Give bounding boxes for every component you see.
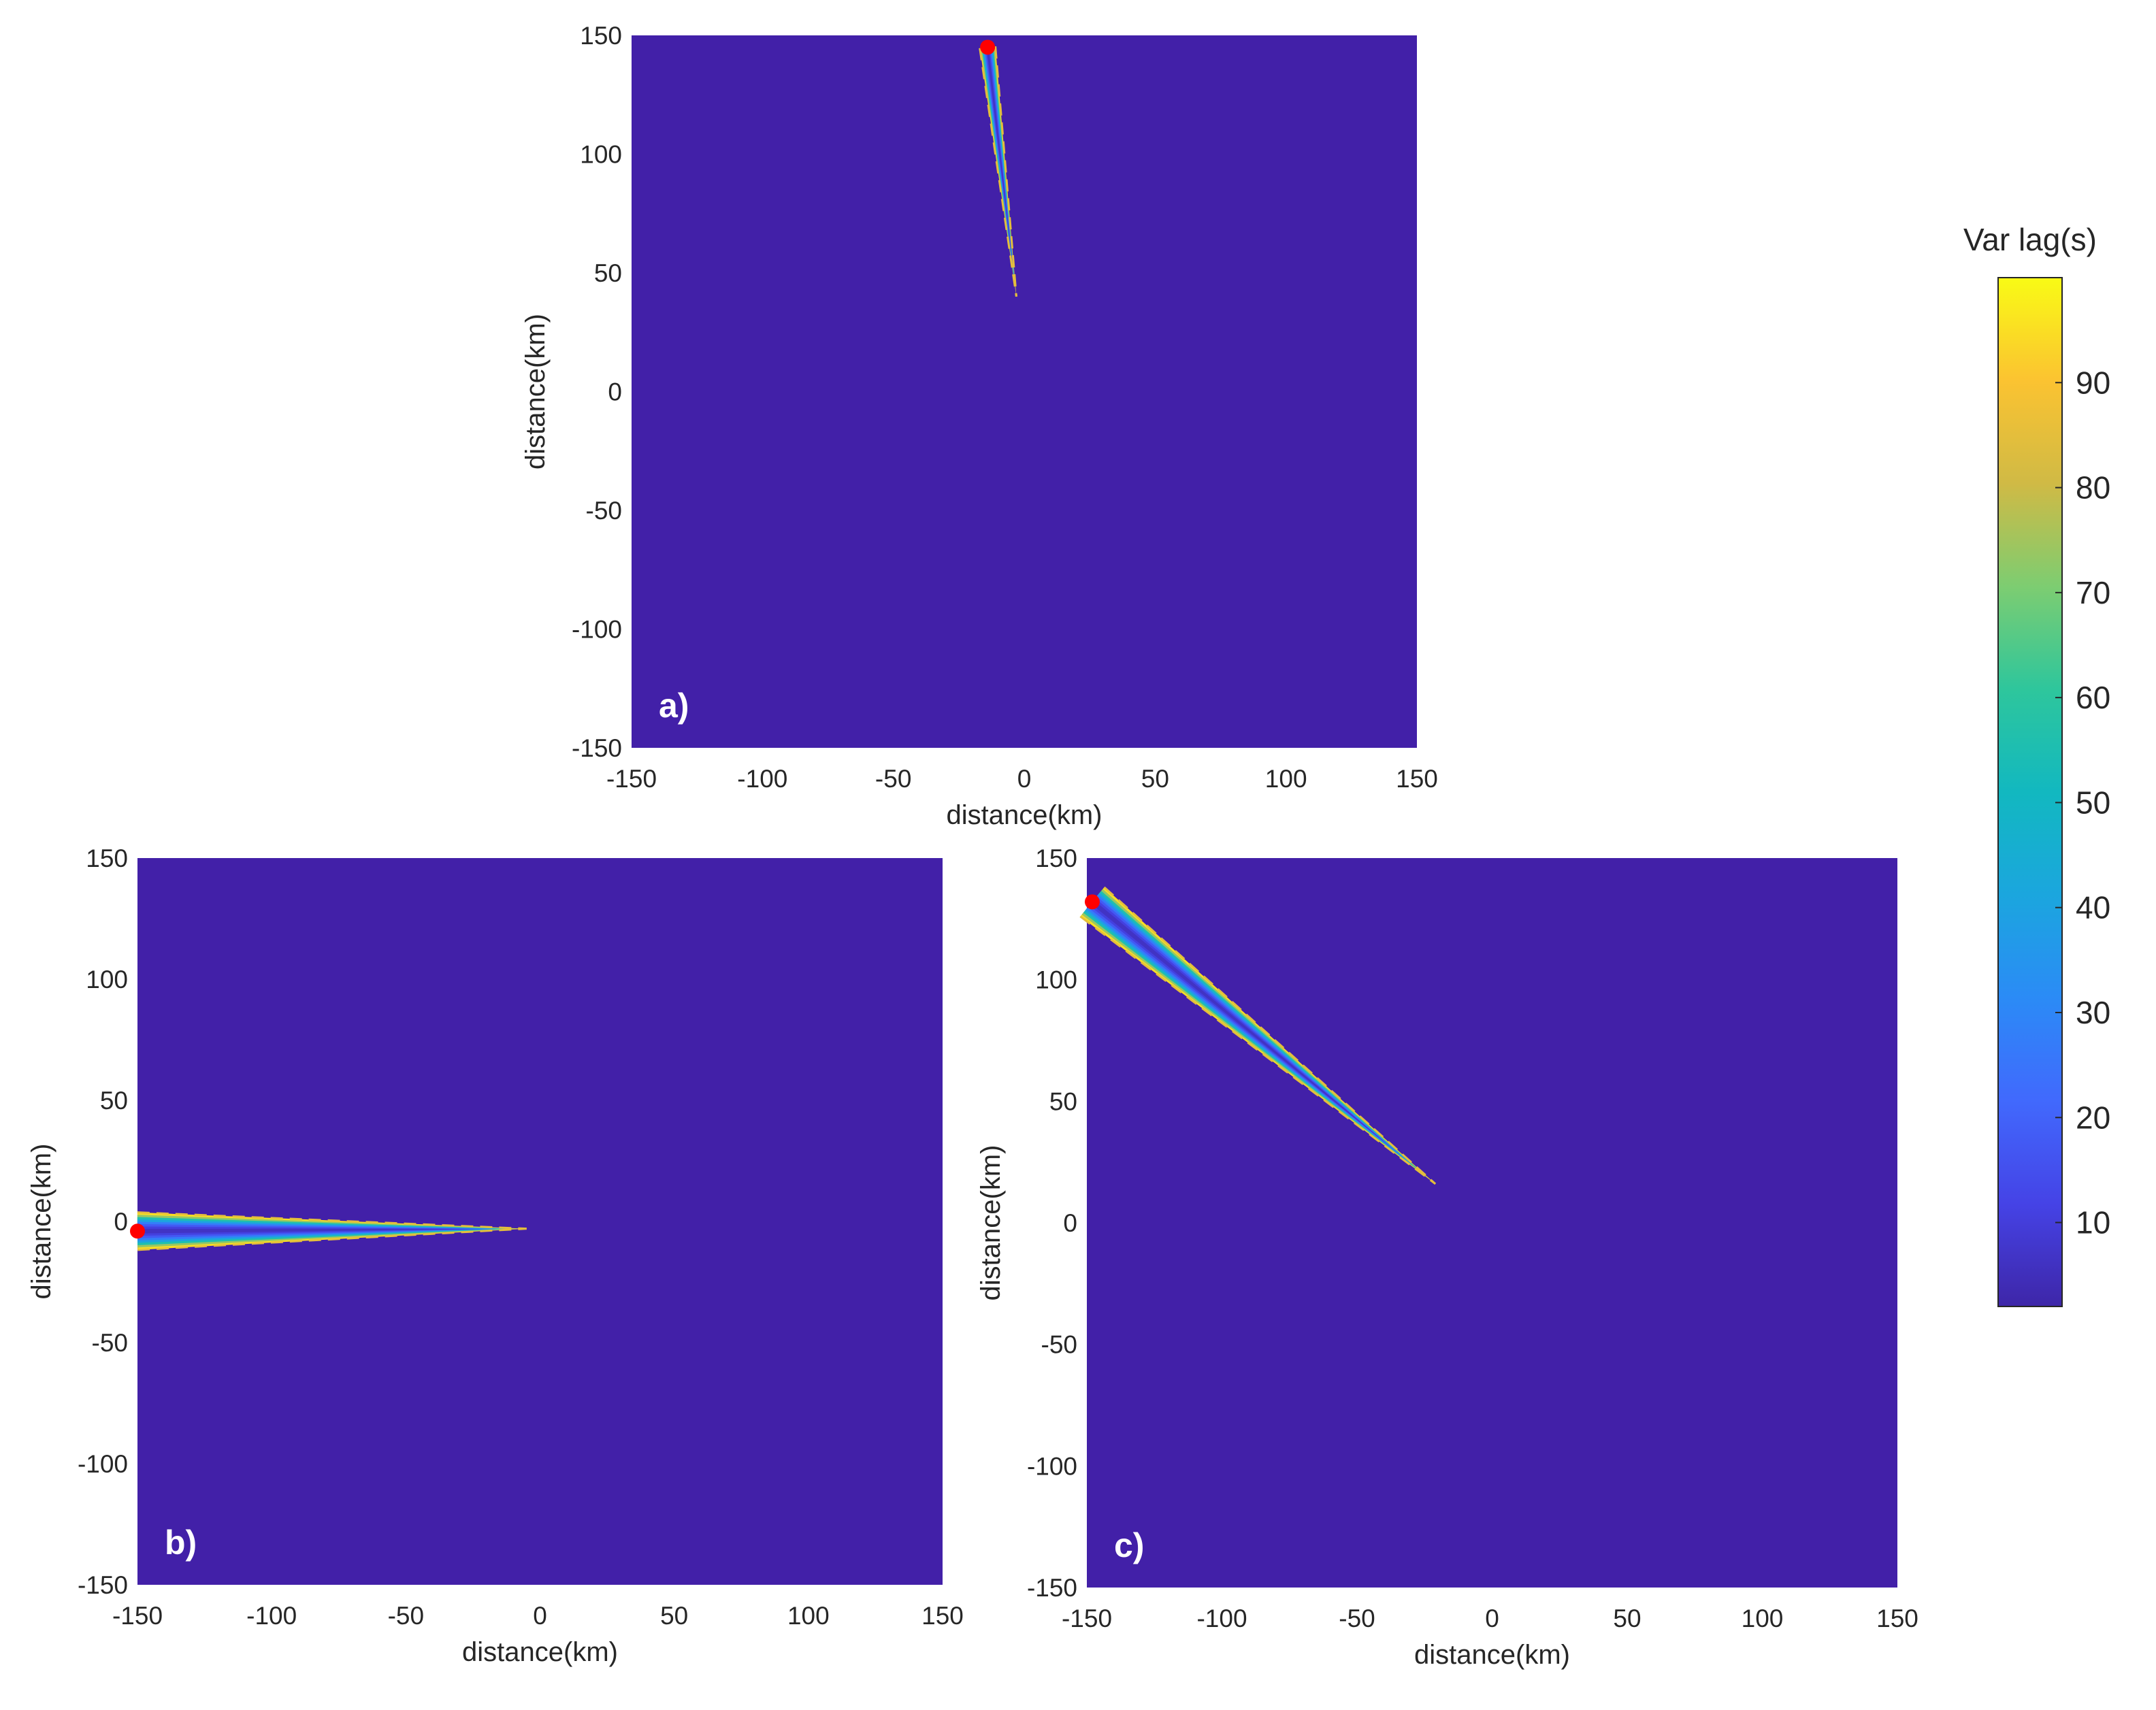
y-axis-label: distance(km) <box>521 314 551 470</box>
x-tick-label: 150 <box>921 1602 964 1630</box>
wedge-edge <box>1103 886 1437 1185</box>
x-tick-label: -100 <box>1196 1605 1247 1632</box>
x-tick-label: -100 <box>737 765 787 793</box>
x-tick-label: 150 <box>1876 1605 1918 1632</box>
y-axis-label: distance(km) <box>27 1144 56 1300</box>
x-tick-label: 100 <box>787 1602 830 1630</box>
x-axis-label: distance(km) <box>947 800 1102 830</box>
source-point <box>980 39 996 55</box>
x-tick-label: -150 <box>1062 1605 1112 1632</box>
panel-label: b) <box>165 1524 197 1562</box>
x-axis-label: distance(km) <box>1414 1640 1570 1670</box>
x-axis-label: distance(km) <box>462 1637 618 1667</box>
x-tick-label: -100 <box>246 1602 297 1630</box>
colorbar-title: Var lag(s) <box>1963 222 2097 257</box>
x-tick-label: 50 <box>1613 1605 1641 1632</box>
colorbar: 10 20 30 40 50 60 70 80 90 Var lag(s) <box>1963 222 2110 1307</box>
panel-label: a) <box>659 687 689 725</box>
colorbar-tick-label: 10 <box>2076 1205 2110 1240</box>
colorbar-tick-label: 80 <box>2076 470 2110 506</box>
y-tick-label: 0 <box>1063 1209 1077 1237</box>
colorbar-tick-label: 90 <box>2076 365 2110 400</box>
x-tick-label: -150 <box>112 1602 163 1630</box>
y-tick-label: -50 <box>1041 1331 1077 1359</box>
x-tick-label: -50 <box>1339 1605 1375 1632</box>
y-tick-label: 50 <box>594 259 622 287</box>
panel-c: -150 -100 -50 0 50 100 150 -150 -100 -50 0 50 100 150… <box>976 844 1918 1670</box>
panel-a: -150 -100 -50 0 50 100 150 -150 -100 -50 0 50 100 150… <box>521 22 1438 830</box>
y-tick-label: -150 <box>572 734 622 762</box>
wedge-edge <box>137 1228 527 1251</box>
y-tick-label: 150 <box>580 22 622 50</box>
wedge-band <box>983 46 1015 278</box>
x-tick-label: 50 <box>1141 765 1169 793</box>
y-tick-label: 150 <box>86 844 128 872</box>
wedge-edge <box>137 1211 527 1230</box>
x-tick-label: 0 <box>1017 765 1032 793</box>
x-tick-label: -50 <box>388 1602 424 1630</box>
x-tick-label: 100 <box>1265 765 1307 793</box>
wedge-band <box>986 47 1013 264</box>
x-tick-label: 100 <box>1742 1605 1784 1632</box>
y-tick-label: 100 <box>1035 966 1077 994</box>
plot-area <box>632 35 1417 748</box>
x-tick-label: 50 <box>660 1602 688 1630</box>
y-tick-label: 0 <box>608 378 622 406</box>
y-tick-label: 150 <box>1035 844 1077 872</box>
y-tick-label: -100 <box>78 1450 128 1478</box>
y-tick-label: -50 <box>92 1329 128 1357</box>
panel-b: -150 -100 -50 0 50 100 150 -150 -100 -50 0 50 100 150… <box>27 844 964 1667</box>
x-tick-label: 0 <box>1485 1605 1499 1632</box>
colorbar-tick-label: 40 <box>2076 890 2110 925</box>
source-point <box>1084 894 1100 910</box>
y-axis-label: distance(km) <box>976 1145 1006 1301</box>
colorbar-tick-label: 20 <box>2076 1100 2110 1135</box>
colorbar-ramp <box>1997 277 2063 1307</box>
x-tick-label: -150 <box>606 765 657 793</box>
colorbar-tick-label: 60 <box>2076 680 2110 715</box>
y-tick-label: 50 <box>1049 1087 1077 1115</box>
wedge-edge <box>979 48 1017 297</box>
colorbar-tick-label: 30 <box>2076 995 2110 1030</box>
y-tick-label: 100 <box>580 141 622 169</box>
wedge-edge <box>994 46 1017 297</box>
wedge-band <box>982 46 1015 283</box>
y-tick-label: -150 <box>78 1571 128 1599</box>
y-tick-label: -150 <box>1027 1574 1077 1602</box>
y-tick-label: -100 <box>572 616 622 644</box>
wedge-band <box>137 1228 476 1234</box>
colorbar-tick-label: 70 <box>2076 575 2110 610</box>
x-tick-label: 150 <box>1396 765 1438 793</box>
y-tick-label: 50 <box>100 1087 128 1115</box>
plot-area <box>1087 858 1897 1588</box>
y-tick-label: 0 <box>114 1208 128 1236</box>
wedge-edge <box>1079 915 1437 1185</box>
y-tick-label: -50 <box>586 497 622 525</box>
wedge-band <box>984 46 1014 274</box>
source-point <box>130 1223 145 1239</box>
wedge-band <box>1090 900 1390 1147</box>
x-tick-label: 0 <box>533 1602 547 1630</box>
colorbar-tick-label: 50 <box>2076 785 2110 820</box>
x-tick-label: -50 <box>875 765 911 793</box>
y-tick-label: -100 <box>1027 1452 1077 1480</box>
y-tick-label: 100 <box>86 966 128 993</box>
panel-label: c) <box>1114 1526 1144 1564</box>
wedge-band <box>985 47 1013 269</box>
